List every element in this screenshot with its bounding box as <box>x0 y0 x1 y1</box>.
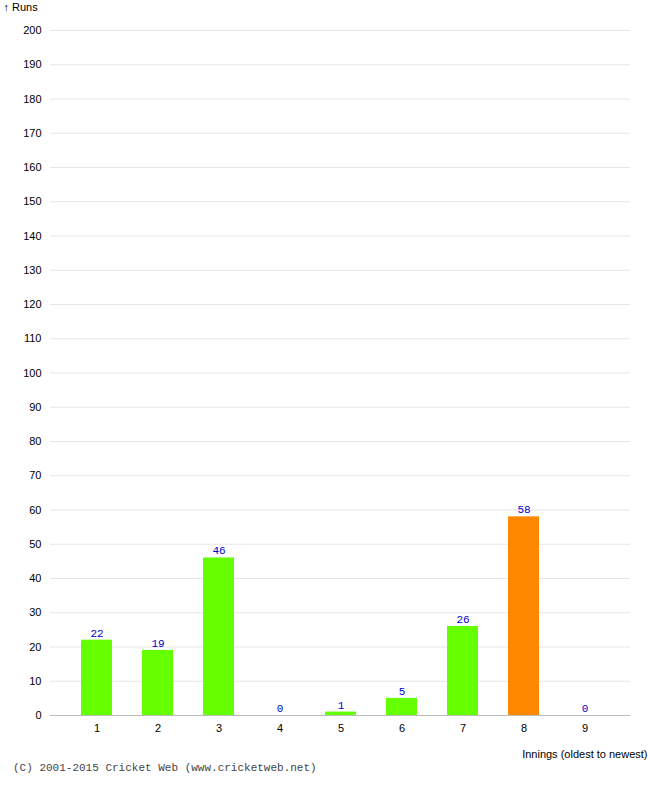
svg-text:26: 26 <box>456 614 469 626</box>
svg-text:150: 150 <box>23 195 41 207</box>
html-text:(C) 2001-2015 Cricket Web (www: (C) 2001-2015 Cricket Web (www.cricketwe… <box>13 762 317 774</box>
svg-text:40: 40 <box>29 572 41 584</box>
svg-text:6: 6 <box>399 722 405 734</box>
svg-text:4: 4 <box>277 722 283 734</box>
svg-text:80: 80 <box>29 435 41 447</box>
svg-text:8: 8 <box>521 722 527 734</box>
svg-text:0: 0 <box>582 703 589 715</box>
svg-text:140: 140 <box>23 230 41 242</box>
svg-text:110: 110 <box>24 332 42 344</box>
svg-text:0: 0 <box>35 709 41 721</box>
svg-text:58: 58 <box>517 504 530 516</box>
svg-text:60: 60 <box>29 504 41 516</box>
svg-text:5: 5 <box>338 722 344 734</box>
svg-text:50: 50 <box>29 538 41 550</box>
svg-text:1: 1 <box>94 722 100 734</box>
svg-text:70: 70 <box>29 469 41 481</box>
svg-text:0: 0 <box>277 703 284 715</box>
svg-text:10: 10 <box>29 675 41 687</box>
svg-text:30: 30 <box>29 606 41 618</box>
svg-text:9: 9 <box>582 722 588 734</box>
svg-text:7: 7 <box>460 722 466 734</box>
svg-text:19: 19 <box>151 638 164 650</box>
svg-text:5: 5 <box>399 686 406 698</box>
svg-text:1: 1 <box>338 700 345 712</box>
svg-text:100: 100 <box>23 367 41 379</box>
svg-text:170: 170 <box>23 127 41 139</box>
svg-text:90: 90 <box>29 401 41 413</box>
svg-text:200: 200 <box>23 24 41 36</box>
svg-text:2: 2 <box>155 722 161 734</box>
svg-text:46: 46 <box>212 545 225 557</box>
svg-text:3: 3 <box>216 722 222 734</box>
svg-text:160: 160 <box>23 161 41 173</box>
svg-text:130: 130 <box>23 264 41 276</box>
svg-text:Innings (oldest to newest): Innings (oldest to newest) <box>522 748 647 760</box>
svg-text:22: 22 <box>90 628 103 640</box>
svg-text:180: 180 <box>23 93 41 105</box>
svg-text:120: 120 <box>23 298 41 310</box>
svg-text:190: 190 <box>23 58 41 70</box>
svg-text:↑ Runs: ↑ Runs <box>4 1 39 13</box>
svg-text:20: 20 <box>29 641 41 653</box>
